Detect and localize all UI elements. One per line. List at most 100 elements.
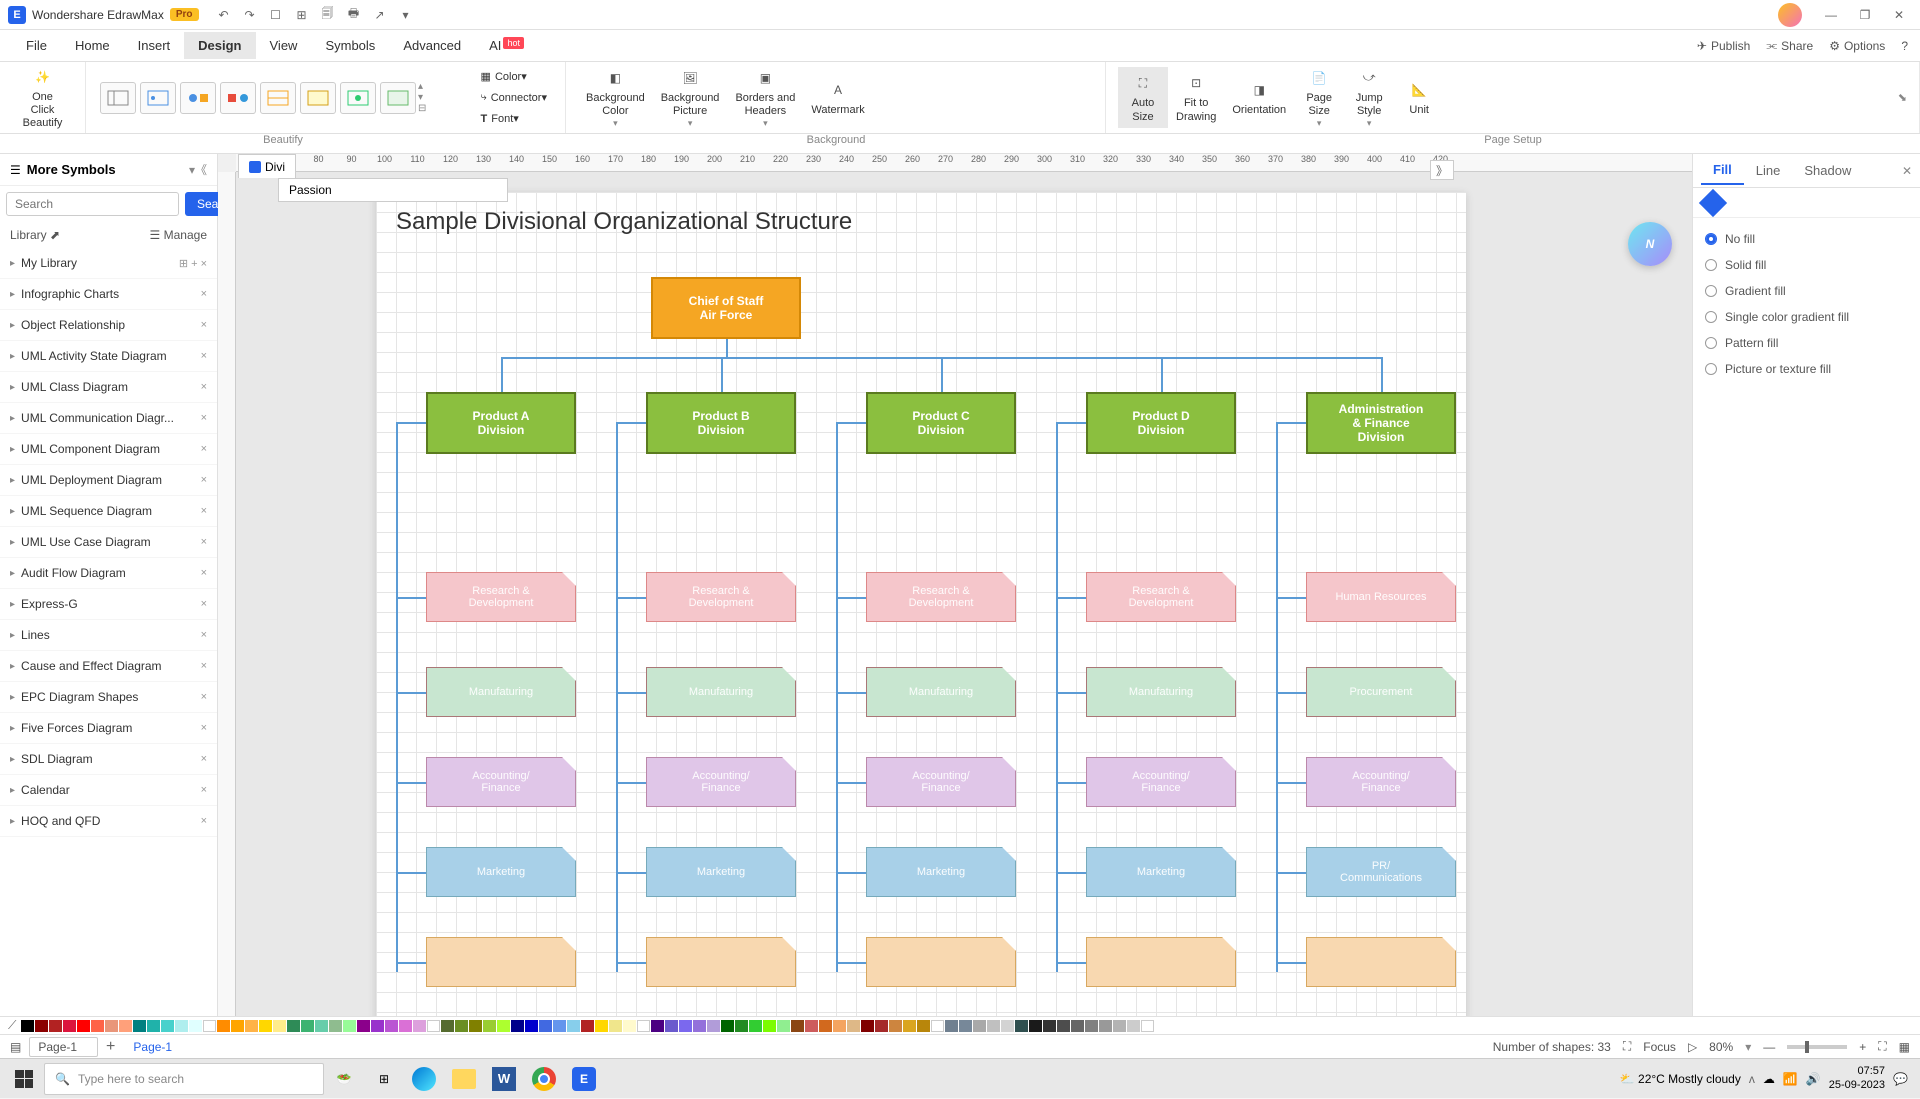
fill-option[interactable]: No fill <box>1705 226 1908 252</box>
palette-swatch[interactable] <box>945 1020 958 1032</box>
node-dept[interactable]: PR/ Communications <box>1306 847 1456 897</box>
palette-swatch[interactable] <box>791 1020 804 1032</box>
node-dept[interactable] <box>426 937 576 987</box>
node-chief[interactable]: Chief of Staff Air Force <box>651 277 801 339</box>
undo-icon[interactable]: ↶ <box>214 5 234 25</box>
palette-swatch[interactable] <box>371 1020 384 1032</box>
right-tab-fill[interactable]: Fill <box>1701 156 1744 185</box>
pagesetup-expand-icon[interactable]: ⬊ <box>1898 91 1907 104</box>
right-tab-line[interactable]: Line <box>1744 157 1793 184</box>
palette-swatch[interactable] <box>861 1020 874 1032</box>
palette-swatch[interactable] <box>805 1020 818 1032</box>
lib-item[interactable]: ▸UML Communication Diagr...× <box>0 403 217 434</box>
document-tab[interactable]: Divi <box>238 154 296 178</box>
menu-symbols[interactable]: Symbols <box>311 32 389 59</box>
fullscreen-icon[interactable]: ⛶ <box>1878 1039 1886 1054</box>
palette-swatch[interactable] <box>665 1020 678 1032</box>
palette-swatch[interactable] <box>301 1020 314 1032</box>
fill-option[interactable]: Pattern fill <box>1705 330 1908 356</box>
theme-shape-6[interactable] <box>300 82 336 114</box>
palette-swatch[interactable] <box>1001 1020 1014 1032</box>
palette-swatch[interactable] <box>959 1020 972 1032</box>
lib-item[interactable]: ▸HOQ and QFD× <box>0 806 217 837</box>
lib-item[interactable]: ▸UML Sequence Diagram× <box>0 496 217 527</box>
weather-widget[interactable]: ⛅ 22°C Mostly cloudy <box>1620 1072 1741 1086</box>
taskbar-chrome-icon[interactable] <box>526 1061 562 1097</box>
palette-swatch[interactable] <box>819 1020 832 1032</box>
lib-item[interactable]: ▸UML Class Diagram× <box>0 372 217 403</box>
start-button[interactable] <box>4 1059 44 1099</box>
palette-swatch[interactable] <box>973 1020 986 1032</box>
node-dept[interactable]: Research & Development <box>646 572 796 622</box>
taskbar-edge-icon[interactable] <box>406 1061 442 1097</box>
palette-swatch[interactable] <box>875 1020 888 1032</box>
new-icon[interactable]: ☐ <box>266 5 286 25</box>
theme-up-icon[interactable]: ▴ <box>418 81 436 92</box>
palette-swatch[interactable] <box>455 1020 468 1032</box>
palette-swatch[interactable] <box>63 1020 76 1032</box>
fill-option[interactable]: Single color gradient fill <box>1705 304 1908 330</box>
palette-swatch[interactable] <box>385 1020 398 1032</box>
palette-swatch[interactable] <box>35 1020 48 1032</box>
palette-swatch[interactable] <box>553 1020 566 1032</box>
canvas-area[interactable]: -307080901001101201301401501601701801902… <box>218 154 1692 1016</box>
color-button[interactable]: ▦ Color ▾ <box>475 68 553 85</box>
fill-tool-icon[interactable] <box>1699 188 1727 216</box>
eyedropper-icon[interactable]: ⟋ <box>8 1018 16 1033</box>
palette-swatch[interactable] <box>315 1020 328 1032</box>
palette-swatch[interactable] <box>1043 1020 1056 1032</box>
more-icon[interactable]: ▾ <box>396 5 416 25</box>
node-dept[interactable]: Accounting/ Finance <box>646 757 796 807</box>
palette-swatch[interactable] <box>91 1020 104 1032</box>
bg-picture-button[interactable]: 🖼Background Picture▾ <box>653 62 728 133</box>
theme-down-icon[interactable]: ▾ <box>418 92 436 103</box>
lib-item[interactable]: ▸EPC Diagram Shapes× <box>0 682 217 713</box>
node-dept[interactable] <box>1306 937 1456 987</box>
palette-swatch[interactable] <box>399 1020 412 1032</box>
zoom-slider[interactable] <box>1787 1045 1847 1049</box>
palette-swatch[interactable] <box>1071 1020 1084 1032</box>
theme-shape-3[interactable] <box>180 82 216 114</box>
node-dept[interactable]: Human Resources <box>1306 572 1456 622</box>
maximize-icon[interactable]: ❐ <box>1855 5 1875 25</box>
page-canvas[interactable]: Sample Divisional Organizational Structu… <box>376 192 1466 1016</box>
lib-item[interactable]: ▸UML Component Diagram× <box>0 434 217 465</box>
menu-file[interactable]: File <box>12 32 61 59</box>
palette-swatch[interactable] <box>721 1020 734 1032</box>
palette-swatch[interactable] <box>679 1020 692 1032</box>
fill-option[interactable]: Picture or texture fill <box>1705 356 1908 382</box>
palette-swatch[interactable] <box>133 1020 146 1032</box>
taskbar-taskview-icon[interactable]: ⊞ <box>366 1061 402 1097</box>
pagesize-button[interactable]: 📄Page Size▾ <box>1294 62 1344 133</box>
palette-swatch[interactable] <box>735 1020 748 1032</box>
palette-swatch[interactable] <box>539 1020 552 1032</box>
node-division[interactable]: Product B Division <box>646 392 796 454</box>
menu-insert[interactable]: Insert <box>124 32 185 59</box>
menu-design[interactable]: Design <box>184 32 255 59</box>
connector-button[interactable]: ⤷ Connector ▾ <box>475 89 553 106</box>
palette-swatch[interactable] <box>595 1020 608 1032</box>
grid-view-icon[interactable]: ▦ <box>1899 1040 1910 1054</box>
palette-swatch[interactable] <box>217 1020 230 1032</box>
node-dept[interactable]: Research & Development <box>426 572 576 622</box>
tray-notifications-icon[interactable]: 💬 <box>1893 1072 1908 1086</box>
palette-swatch[interactable] <box>525 1020 538 1032</box>
menu-advanced[interactable]: Advanced <box>389 32 475 59</box>
ai-assistant-button[interactable]: N <box>1628 222 1672 266</box>
palette-swatch[interactable] <box>931 1020 944 1032</box>
lib-item[interactable]: ▸Infographic Charts× <box>0 279 217 310</box>
watermark-button[interactable]: AWatermark <box>803 74 872 121</box>
one-click-beautify-button[interactable]: ✨ One Click Beautify <box>12 61 73 135</box>
theme-shape-7[interactable] <box>340 82 376 114</box>
jumpstyle-button[interactable]: ⤻Jump Style▾ <box>1344 62 1394 133</box>
palette-swatch[interactable] <box>1099 1020 1112 1032</box>
palette-swatch[interactable] <box>1085 1020 1098 1032</box>
redo-icon[interactable]: ↷ <box>240 5 260 25</box>
palette-swatch[interactable] <box>189 1020 202 1032</box>
page-tab[interactable]: Page-1 <box>123 1040 182 1054</box>
unit-button[interactable]: 📐Unit <box>1394 74 1444 121</box>
palette-swatch[interactable] <box>147 1020 160 1032</box>
palette-swatch[interactable] <box>245 1020 258 1032</box>
palette-swatch[interactable] <box>357 1020 370 1032</box>
palette-swatch[interactable] <box>161 1020 174 1032</box>
